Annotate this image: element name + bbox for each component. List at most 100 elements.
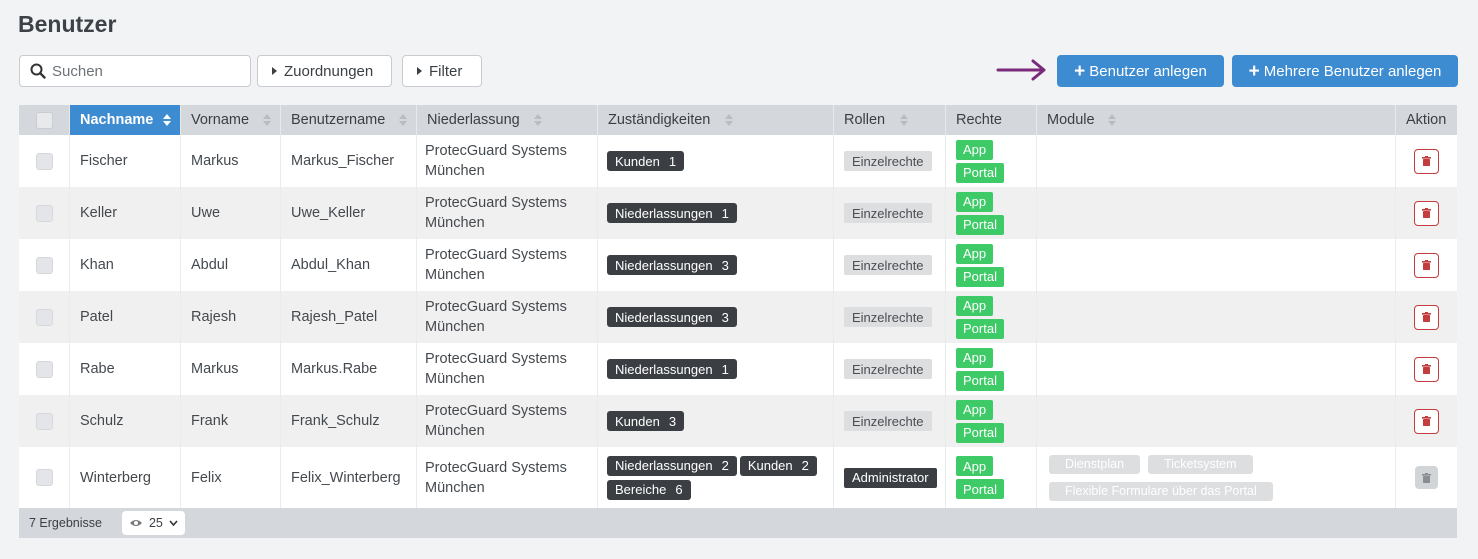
role-badge: Administrator: [844, 467, 937, 488]
search-icon: [30, 63, 46, 79]
role-badge: Einzelrechte: [844, 255, 932, 275]
result-count: 7 Ergebnisse: [29, 516, 102, 530]
module-cell: Dienstplan Ticketsystem Flexible Formulare…: [1037, 447, 1396, 508]
table-row[interactable]: Schulz Frank Frank_Schulz ProtecGuard Syste…: [19, 395, 1457, 447]
row-checkbox[interactable]: [35, 152, 53, 170]
right-badge: Portal: [956, 214, 1004, 235]
delete-button[interactable]: [1414, 356, 1439, 382]
row-select-cell: [19, 239, 70, 291]
page-size-select[interactable]: 25: [121, 511, 185, 535]
delete-button[interactable]: [1414, 304, 1439, 330]
table-row[interactable]: Fischer Markus Markus_Fischer ProtecGuard S…: [19, 135, 1457, 187]
trash-icon: [1422, 260, 1431, 270]
page-size-value: 25: [148, 516, 163, 530]
right-badge: App: [956, 191, 994, 212]
niederlassung-cell: ProtecGuard Systems München: [417, 239, 598, 291]
rollen-cell: Administrator: [834, 447, 946, 508]
module-cell: [1037, 291, 1396, 343]
nachname-cell: Winterberg: [70, 447, 181, 508]
role-badge: Einzelrechte: [844, 203, 932, 223]
column-header-niederlassung[interactable]: Niederlassung: [417, 105, 598, 135]
trash-icon: [1422, 312, 1431, 322]
aktion-cell: [1396, 447, 1457, 508]
nachname-cell: Rabe: [70, 343, 181, 395]
right-badge: Portal: [956, 318, 1004, 339]
module-cell: [1037, 187, 1396, 239]
zuordnungen-label: Zuordnungen: [284, 62, 374, 80]
right-badge: App: [956, 139, 994, 160]
row-checkbox[interactable]: [35, 256, 53, 274]
niederlassung-cell: ProtecGuard Systems München: [417, 395, 598, 447]
table-footer: 7 Ergebnisse 25: [19, 508, 1457, 538]
row-select-cell: [19, 291, 70, 343]
delete-button[interactable]: [1414, 408, 1439, 434]
table-row[interactable]: Winterberg Felix Felix_Winterberg ProtecGua…: [19, 447, 1457, 508]
nachname-cell: Schulz: [70, 395, 181, 447]
select-all-checkbox[interactable]: [36, 111, 53, 129]
zustaendigkeiten-cell: Kunden 1: [598, 135, 834, 187]
row-checkbox[interactable]: [35, 469, 53, 486]
vorname-cell: Markus: [181, 135, 281, 187]
niederlassung-cell: ProtecGuard Systems München: [417, 343, 598, 395]
add-user-button[interactable]: + Benutzer anlegen: [1057, 55, 1224, 87]
table-row[interactable]: Patel Rajesh Rajesh_Patel ProtecGuard Syste…: [19, 291, 1457, 343]
delete-button[interactable]: [1414, 252, 1439, 278]
row-checkbox[interactable]: [35, 412, 53, 430]
responsibility-badge: Niederlassungen 3: [607, 255, 737, 275]
rechte-cell: App Portal: [946, 343, 1037, 395]
responsibility-badge: Kunden 2: [739, 455, 817, 476]
column-header-nachname[interactable]: Nachname: [70, 105, 181, 135]
delete-button[interactable]: [1414, 148, 1439, 174]
row-select-cell: [19, 187, 70, 239]
niederlassung-cell: ProtecGuard Systems München: [417, 291, 598, 343]
responsibility-badge: Niederlassungen 3: [607, 307, 737, 327]
responsibility-badge: Niederlassungen 2: [607, 455, 737, 476]
column-header-zustaendigkeiten[interactable]: Zuständigkeiten: [598, 105, 834, 135]
sort-icon: [263, 114, 271, 126]
row-select-cell: [19, 447, 70, 508]
filter-button[interactable]: Filter: [402, 55, 482, 87]
aktion-cell: [1396, 291, 1457, 343]
right-badge: App: [956, 295, 994, 316]
column-header-rollen[interactable]: Rollen: [834, 105, 946, 135]
right-badge: App: [956, 243, 994, 264]
rechte-cell: App Portal: [946, 291, 1037, 343]
zustaendigkeiten-cell: Niederlassungen 2 Kunden 2 Bereiche 6: [598, 447, 834, 508]
add-multiple-users-button[interactable]: + Mehrere Benutzer anlegen: [1232, 55, 1458, 87]
delete-button[interactable]: [1414, 200, 1439, 226]
role-badge: Einzelrechte: [844, 307, 932, 327]
row-checkbox[interactable]: [35, 360, 53, 378]
trash-icon: [1422, 472, 1431, 483]
rechte-cell: App Portal: [946, 447, 1037, 508]
trash-icon: [1422, 364, 1431, 374]
column-header-module[interactable]: Module: [1037, 105, 1396, 135]
sort-icon: [163, 114, 171, 126]
row-checkbox[interactable]: [35, 308, 53, 326]
sort-icon: [399, 114, 407, 126]
add-multiple-users-label: Mehrere Benutzer anlegen: [1263, 62, 1442, 80]
delete-button: [1415, 466, 1438, 489]
eye-icon: [129, 520, 142, 526]
aktion-cell: [1396, 135, 1457, 187]
zustaendigkeiten-cell: Niederlassungen 3: [598, 291, 834, 343]
rechte-cell: App Portal: [946, 395, 1037, 447]
table-row[interactable]: Rabe Markus Markus.Rabe ProtecGuard Systems…: [19, 343, 1457, 395]
column-header-benutzername[interactable]: Benutzername: [281, 105, 417, 135]
rechte-cell: App Portal: [946, 187, 1037, 239]
module-badge: Flexible Formulare über das Portal: [1049, 481, 1273, 501]
right-badge: App: [956, 347, 994, 368]
zustaendigkeiten-cell: Kunden 3: [598, 395, 834, 447]
row-select-cell: [19, 343, 70, 395]
zuordnungen-button[interactable]: Zuordnungen: [257, 55, 392, 87]
trash-icon: [1422, 416, 1431, 426]
table-row[interactable]: Keller Uwe Uwe_Keller ProtecGuard Systems Mü…: [19, 187, 1457, 239]
sort-icon: [725, 114, 733, 126]
search-box[interactable]: [19, 55, 251, 87]
benutzername-cell: Rajesh_Patel: [281, 291, 417, 343]
column-header-vorname[interactable]: Vorname: [181, 105, 281, 135]
table-row[interactable]: Khan Abdul Abdul_Khan ProtecGuard Systems Mü…: [19, 239, 1457, 291]
search-input[interactable]: [52, 62, 232, 80]
benutzername-cell: Abdul_Khan: [281, 239, 417, 291]
module-badge: Ticketsystem: [1148, 454, 1253, 474]
row-checkbox[interactable]: [35, 204, 53, 222]
